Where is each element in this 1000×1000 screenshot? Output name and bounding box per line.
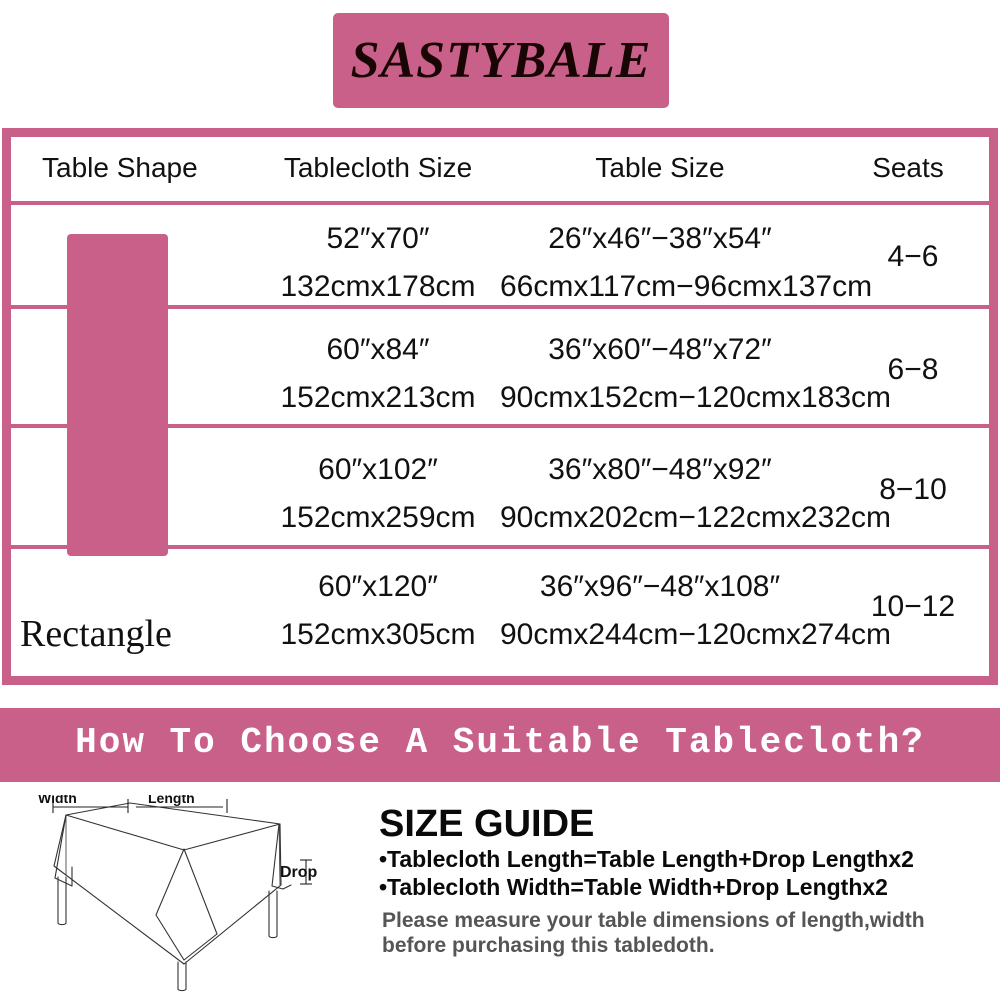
svg-text:Length: Length [148,795,195,806]
svg-text:Width: Width [38,795,77,806]
svg-text:Drop: Drop [280,864,318,881]
